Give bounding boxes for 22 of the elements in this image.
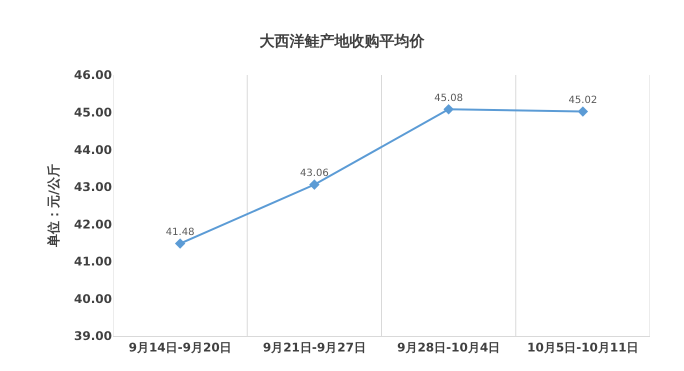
data-label: 41.48 [166,227,194,238]
point [443,104,454,114]
data-label: 43.06 [300,168,329,180]
y-tick-label: 42.00 [74,217,112,232]
data-label: 45.02 [568,95,598,106]
y-tick-label: 46.00 [74,68,112,82]
y-tick-label: 43.00 [74,180,112,194]
y-tick-label: 41.00 [74,254,112,269]
x-tick-label: 10月5日-10月11日 [527,340,639,354]
y-tick-label: 39.00 [74,329,112,344]
data-label: 45.08 [434,92,463,104]
y-axis-title: 单位：元/公斤 [46,164,62,248]
y-tick-label: 44.00 [74,142,112,157]
x-tick-label: 9月28日-10月4日 [397,340,500,354]
y-tick-label: 45.00 [74,105,112,120]
point [578,106,588,117]
y-tick-label: 40.00 [74,292,112,306]
point [174,238,186,249]
point [309,179,320,190]
chart-title: 大西洋鲑产地收购平均价 [260,32,426,50]
x-tick-label: 9月21日-9月27日 [262,340,366,354]
x-tick-label: 9月14日-9月20日 [128,340,232,354]
